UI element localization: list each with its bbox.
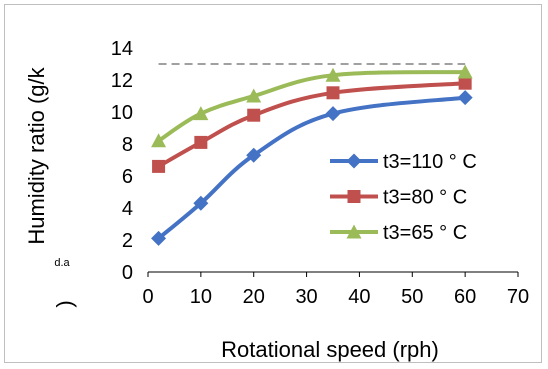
series-diamond <box>151 90 473 246</box>
y-axis-title-subscript: d.a <box>54 257 70 269</box>
y-tick-label: 0 <box>122 262 133 284</box>
axis-titles: Rotational speed (rph) Humidity ratio (g… <box>24 66 439 362</box>
data-point-diamond <box>151 230 167 246</box>
legend-label: t3=110 ° C <box>383 151 477 173</box>
legend-label: t3=65 ° C <box>383 222 467 244</box>
data-point-square <box>247 108 261 122</box>
data-point-square <box>194 135 208 149</box>
y-axis-title: Humidity ratio (g/k <box>24 66 49 244</box>
data-point-triangle <box>325 67 341 82</box>
y-tick-label: 4 <box>122 198 133 220</box>
y-tick-label: 8 <box>122 134 133 156</box>
x-tick-label: 30 <box>295 286 317 308</box>
y-axis-title-close: ) <box>52 300 77 307</box>
x-tick-label: 0 <box>142 286 153 308</box>
x-tick-label: 20 <box>243 286 265 308</box>
data-point-triangle <box>151 133 167 148</box>
data-point-triangle <box>193 106 209 121</box>
y-tick-label: 6 <box>122 166 133 188</box>
series-square <box>152 76 472 173</box>
x-tick-label: 70 <box>507 286 529 308</box>
series-line <box>157 81 466 169</box>
x-tick-label: 50 <box>401 286 423 308</box>
series-line <box>157 70 466 143</box>
x-tick-label: 40 <box>348 286 370 308</box>
series-line <box>157 95 466 240</box>
legend-marker-square <box>347 190 361 203</box>
data-point-diamond <box>457 90 473 106</box>
y-tick-label: 14 <box>111 38 133 60</box>
x-axis-title: Rotational speed (rph) <box>221 337 439 362</box>
y-tick-label: 2 <box>122 230 133 252</box>
data-point-square <box>458 76 472 90</box>
y-axis-title-close-group: ) <box>52 300 77 307</box>
y-tick-label: 12 <box>111 70 133 92</box>
y-axis-title-group: Humidity ratio (g/k <box>24 66 49 244</box>
data-point-diamond <box>246 147 262 163</box>
legend-marker-triangle <box>346 224 362 239</box>
legend-marker-diamond <box>346 153 362 169</box>
data-point-diamond <box>193 195 209 211</box>
x-tick-label: 10 <box>190 286 212 308</box>
series-group <box>151 64 473 246</box>
data-point-square <box>152 159 166 173</box>
y-tick-label: 10 <box>111 102 133 124</box>
data-point-triangle <box>246 88 262 103</box>
legend: t3=110 ° C t3=80 ° C t3=65 ° C <box>330 151 477 244</box>
x-tick-label: 60 <box>454 286 476 308</box>
data-point-square <box>326 86 340 100</box>
data-point-triangle <box>457 64 473 79</box>
axes: 0 10 20 30 40 50 60 70 0 2 4 6 8 10 12 14 <box>111 38 529 308</box>
data-point-diamond <box>325 106 341 122</box>
legend-label: t3=80 ° C <box>383 187 467 209</box>
series-triangle <box>151 64 473 148</box>
